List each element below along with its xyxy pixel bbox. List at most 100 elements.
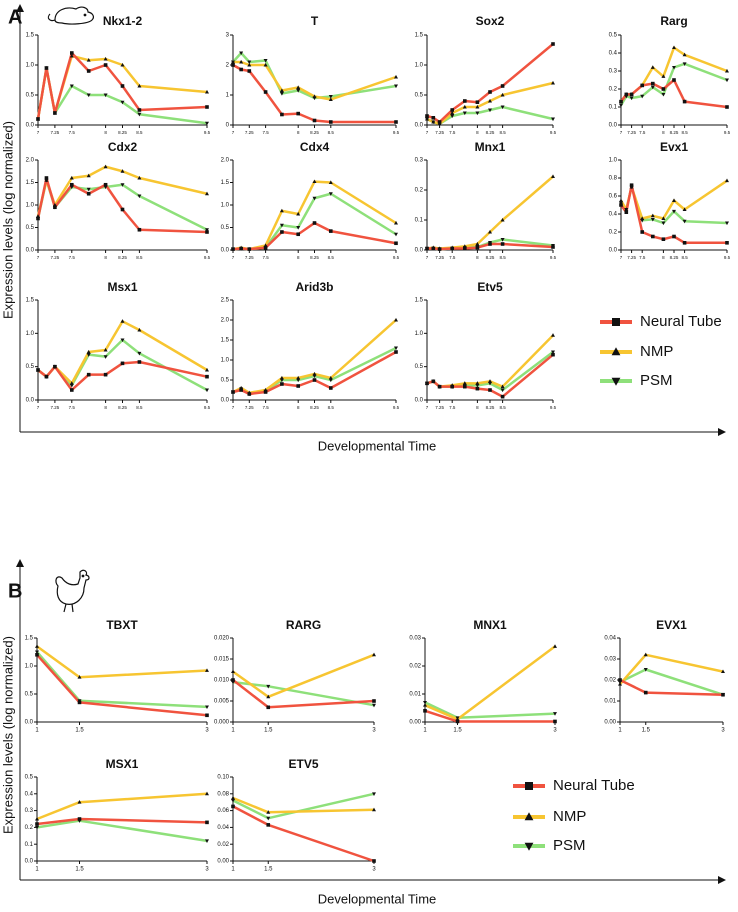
y-tick-label: 1.5 bbox=[26, 33, 35, 39]
data-point bbox=[329, 386, 333, 390]
data-point bbox=[551, 245, 555, 249]
y-tick-label: 1.0 bbox=[221, 358, 230, 364]
data-point bbox=[247, 247, 252, 251]
data-point bbox=[488, 108, 492, 113]
data-point bbox=[205, 839, 209, 843]
x-tick-label: 7.25 bbox=[435, 405, 444, 410]
data-point bbox=[53, 111, 57, 115]
x-tick-label: 3 bbox=[205, 867, 209, 873]
data-point bbox=[725, 68, 729, 73]
y-tick-label: 0.5 bbox=[25, 775, 34, 781]
chart-title: RARG bbox=[286, 618, 321, 632]
x-tick-label: 8.25 bbox=[310, 255, 319, 260]
data-point bbox=[661, 87, 666, 91]
y-tick-label: 0.0 bbox=[25, 720, 34, 726]
data-point bbox=[328, 97, 333, 101]
data-point bbox=[431, 119, 436, 124]
data-point bbox=[205, 230, 209, 234]
y-tick-label: 1.5 bbox=[415, 298, 424, 304]
data-point bbox=[661, 74, 666, 78]
data-point bbox=[53, 364, 57, 369]
x-tick-label: 8 bbox=[662, 255, 665, 260]
x-tick-label: 8.25 bbox=[118, 255, 127, 260]
data-point bbox=[394, 350, 398, 354]
data-point bbox=[120, 361, 125, 366]
data-point bbox=[372, 652, 376, 657]
data-point bbox=[296, 211, 301, 216]
y-tick-label: 0.0 bbox=[26, 248, 35, 254]
y-tick-label: 0.5 bbox=[25, 692, 34, 698]
data-point bbox=[672, 209, 676, 214]
data-point bbox=[296, 375, 301, 380]
x-tick-label: 8.5 bbox=[136, 405, 143, 410]
data-point bbox=[120, 183, 125, 187]
x-tick-label: 3 bbox=[721, 728, 725, 734]
x-tick-label: 8.5 bbox=[499, 130, 506, 135]
data-point bbox=[266, 823, 271, 827]
data-point bbox=[103, 372, 108, 377]
data-point bbox=[77, 675, 82, 679]
data-point bbox=[475, 381, 480, 385]
data-point bbox=[120, 84, 125, 88]
x-tick-label: 7.5 bbox=[262, 255, 269, 260]
data-point bbox=[651, 234, 655, 239]
x-tick-label: 8.25 bbox=[670, 130, 679, 135]
y-tick-label: 0.5 bbox=[221, 225, 230, 231]
data-point bbox=[137, 351, 142, 356]
y-tick-label: 0.1 bbox=[415, 218, 424, 224]
data-point bbox=[725, 105, 729, 109]
x-tick-label: 1.5 bbox=[75, 728, 84, 734]
x-tick-label: 3 bbox=[553, 728, 557, 734]
data-point bbox=[266, 810, 271, 814]
data-point bbox=[624, 210, 629, 214]
data-point bbox=[475, 241, 480, 246]
data-point bbox=[35, 825, 39, 830]
chart-title: Nkx1-2 bbox=[103, 14, 143, 28]
x-tick-label: 7.5 bbox=[262, 405, 269, 410]
x-tick-label: 8 bbox=[104, 255, 107, 260]
data-point bbox=[103, 63, 108, 67]
x-tick-label: 3 bbox=[372, 867, 376, 873]
data-point bbox=[120, 62, 125, 67]
data-point bbox=[437, 120, 442, 124]
data-point bbox=[247, 60, 252, 65]
data-point bbox=[70, 388, 74, 392]
x-tick-label: 7 bbox=[232, 255, 235, 260]
x-tick-label: 8 bbox=[476, 405, 479, 410]
y-tick-label: 0.0 bbox=[26, 123, 35, 129]
data-point bbox=[629, 92, 634, 97]
data-point bbox=[231, 59, 235, 64]
data-point bbox=[35, 822, 39, 826]
x-tick-label: 7.5 bbox=[449, 130, 456, 135]
x-tick-label: 7.5 bbox=[69, 130, 76, 135]
data-point bbox=[725, 241, 729, 245]
x-tick-label: 9.5 bbox=[724, 130, 731, 135]
x-tick-label: 7 bbox=[620, 130, 623, 135]
y-tick-label: 0.5 bbox=[26, 225, 35, 231]
x-tick-label: 8.25 bbox=[310, 130, 319, 135]
y-tick-label: 1 bbox=[226, 93, 230, 99]
chart-title: MSX1 bbox=[106, 757, 139, 771]
data-point bbox=[394, 241, 398, 246]
x-tick-label: 1 bbox=[618, 728, 622, 734]
legend-marker bbox=[611, 347, 621, 356]
x-tick-label: 7.25 bbox=[51, 130, 60, 135]
data-point bbox=[266, 705, 271, 710]
chart-title: ETV5 bbox=[288, 757, 318, 771]
x-tick-label: 8.5 bbox=[681, 255, 688, 260]
legend-marker bbox=[524, 812, 534, 821]
data-point bbox=[86, 173, 91, 178]
y-tick-label: 0.04 bbox=[217, 825, 229, 831]
y-axis-label: Expression levels (log normalized) bbox=[0, 636, 15, 834]
data-point bbox=[372, 699, 376, 703]
y-tick-label: 0.4 bbox=[609, 51, 618, 57]
data-point bbox=[463, 246, 467, 251]
data-point bbox=[103, 56, 108, 61]
data-point bbox=[69, 381, 74, 385]
y-tick-label: 0.02 bbox=[217, 842, 229, 848]
y-tick-label: 0.4 bbox=[609, 212, 618, 218]
data-point bbox=[279, 223, 284, 228]
data-point bbox=[69, 84, 74, 89]
data-point bbox=[500, 217, 505, 222]
